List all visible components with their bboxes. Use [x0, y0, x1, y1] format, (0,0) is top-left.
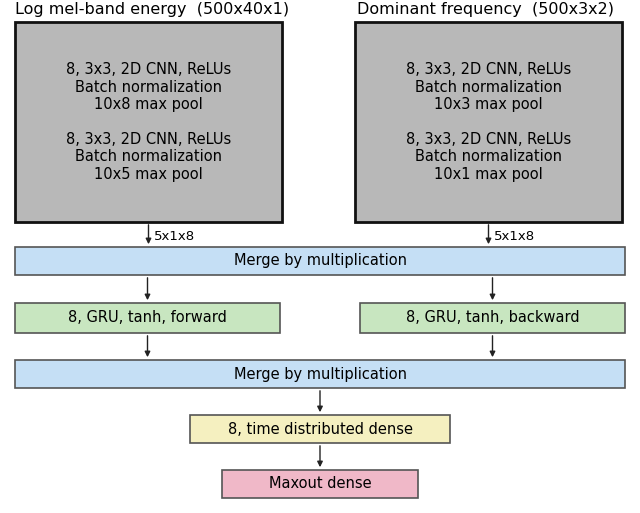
Bar — [360, 303, 625, 333]
Text: 8, 3x3, 2D CNN, ReLUs
Batch normalization
10x8 max pool

8, 3x3, 2D CNN, ReLUs
B: 8, 3x3, 2D CNN, ReLUs Batch normalizatio… — [66, 62, 231, 182]
Text: Maxout dense: Maxout dense — [269, 477, 371, 491]
Bar — [15, 303, 280, 333]
Text: 8, GRU, tanh, backward: 8, GRU, tanh, backward — [406, 310, 579, 326]
Text: 8, 3x3, 2D CNN, ReLUs
Batch normalization
10x3 max pool

8, 3x3, 2D CNN, ReLUs
B: 8, 3x3, 2D CNN, ReLUs Batch normalizatio… — [406, 62, 571, 182]
Bar — [15, 247, 625, 275]
Text: Merge by multiplication: Merge by multiplication — [234, 253, 406, 268]
Bar — [15, 360, 625, 388]
Text: Log mel-band energy  (500x40x1): Log mel-band energy (500x40x1) — [15, 2, 289, 17]
Bar — [355, 22, 622, 222]
Text: 8, time distributed dense: 8, time distributed dense — [227, 422, 413, 437]
Text: Merge by multiplication: Merge by multiplication — [234, 366, 406, 382]
Bar — [222, 470, 418, 498]
Text: 5x1x8: 5x1x8 — [493, 230, 534, 243]
Bar — [190, 415, 450, 443]
Text: 5x1x8: 5x1x8 — [154, 230, 195, 243]
Text: Dominant frequency  (500x3x2): Dominant frequency (500x3x2) — [357, 2, 614, 17]
Text: 8, GRU, tanh, forward: 8, GRU, tanh, forward — [68, 310, 227, 326]
Bar — [15, 22, 282, 222]
